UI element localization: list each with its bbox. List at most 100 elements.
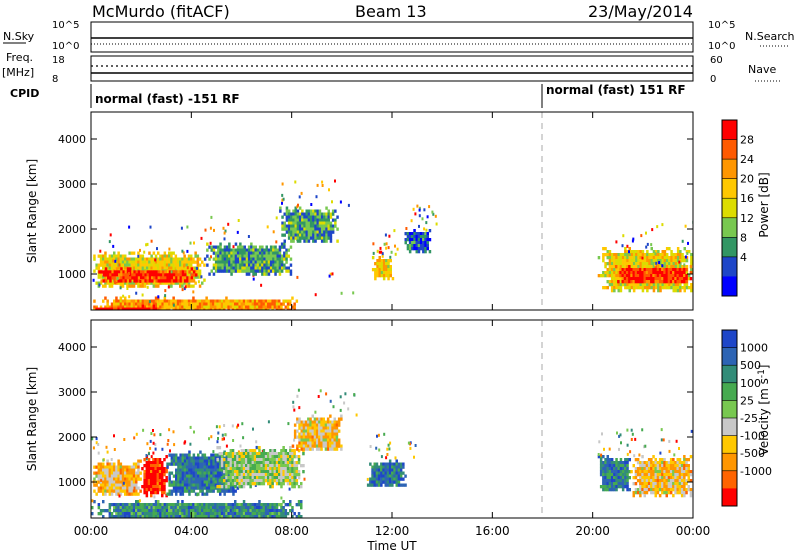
data-cell xyxy=(657,250,660,254)
data-cell xyxy=(199,477,202,481)
data-cell xyxy=(231,299,235,303)
data-cell xyxy=(159,433,162,437)
data-cell xyxy=(219,465,222,469)
data-cell xyxy=(418,206,421,210)
data-cell xyxy=(240,512,244,516)
data-cell xyxy=(286,482,290,486)
data-cell xyxy=(225,444,228,448)
data-cell xyxy=(121,263,125,267)
data-cell xyxy=(630,259,634,263)
data-cell xyxy=(159,270,163,274)
data-cell xyxy=(273,458,277,462)
data-cell xyxy=(639,274,642,278)
data-cell xyxy=(238,461,241,465)
data-cell xyxy=(207,308,211,310)
data-cell xyxy=(108,468,112,472)
data-cell xyxy=(408,235,412,239)
data-cell xyxy=(214,480,218,484)
data-cell xyxy=(192,489,196,493)
data-cell xyxy=(626,252,628,256)
data-cell xyxy=(292,209,295,213)
data-cell xyxy=(303,236,306,240)
data-cell xyxy=(387,277,390,281)
data-cell xyxy=(177,468,180,472)
data-cell xyxy=(205,471,209,475)
data-cell xyxy=(139,260,142,264)
data-cell xyxy=(172,257,175,261)
data-cell xyxy=(175,270,178,274)
data-cell xyxy=(267,308,270,310)
data-cell xyxy=(97,480,101,484)
data-cell xyxy=(152,482,155,486)
data-cell xyxy=(399,471,403,475)
data-cell xyxy=(637,262,640,266)
data-cell xyxy=(133,436,136,440)
data-cell xyxy=(135,307,138,310)
data-cell xyxy=(597,256,601,260)
data-cell xyxy=(329,227,333,231)
data-cell xyxy=(297,512,301,516)
data-cell xyxy=(104,509,107,513)
data-cell xyxy=(260,479,263,483)
data-cell xyxy=(119,503,123,507)
data-cell xyxy=(223,489,226,493)
data-cell xyxy=(252,257,255,261)
data-cell xyxy=(135,276,139,280)
data-cell xyxy=(113,448,116,451)
data-cell xyxy=(273,509,277,513)
data-cell xyxy=(124,492,127,496)
data-cell xyxy=(252,427,254,431)
data-cell xyxy=(264,305,268,309)
data-cell xyxy=(300,464,303,468)
data-cell xyxy=(249,476,252,480)
data-cell xyxy=(645,464,649,468)
data-cell xyxy=(124,307,127,310)
data-cell xyxy=(163,470,166,474)
data-cell xyxy=(674,253,678,257)
data-cell xyxy=(157,251,160,255)
data-cell xyxy=(628,253,631,257)
data-cell xyxy=(697,246,699,249)
data-cell xyxy=(262,449,266,453)
data-cell xyxy=(635,259,638,263)
data-cell xyxy=(284,503,288,507)
data-cell xyxy=(236,452,239,456)
data-cell xyxy=(286,308,290,310)
data-cell xyxy=(291,509,294,513)
data-cell xyxy=(252,254,255,258)
data-cell xyxy=(272,251,275,255)
data-cell xyxy=(337,417,341,421)
data-cell xyxy=(375,462,379,466)
data-cell xyxy=(650,485,653,489)
data-cell xyxy=(229,452,233,456)
data-cell xyxy=(239,254,242,258)
data-cell xyxy=(606,482,609,486)
data-cell xyxy=(193,430,195,434)
data-cell xyxy=(637,250,640,254)
data-cell xyxy=(205,299,208,303)
data-cell xyxy=(220,512,224,516)
data-cell xyxy=(670,259,673,263)
data-cell xyxy=(198,503,202,507)
data-cell xyxy=(634,488,638,492)
data-cell xyxy=(411,235,414,239)
data-cell xyxy=(601,432,603,436)
data-cell xyxy=(313,438,317,442)
data-cell xyxy=(179,302,182,306)
data-cell xyxy=(141,260,145,264)
data-cell xyxy=(179,308,182,310)
data-cell xyxy=(115,281,118,285)
data-cell xyxy=(305,218,308,222)
data-cell xyxy=(121,465,125,469)
data-cell xyxy=(118,276,121,280)
data-cell xyxy=(273,506,277,510)
data-cell xyxy=(234,467,237,471)
colorbar-swatch xyxy=(722,198,737,219)
data-cell xyxy=(93,305,96,309)
data-cell xyxy=(289,449,292,453)
data-cell xyxy=(331,423,334,427)
data-cell xyxy=(324,423,328,427)
data-cell xyxy=(192,257,195,261)
data-cell xyxy=(639,268,642,272)
data-cell xyxy=(236,299,239,303)
